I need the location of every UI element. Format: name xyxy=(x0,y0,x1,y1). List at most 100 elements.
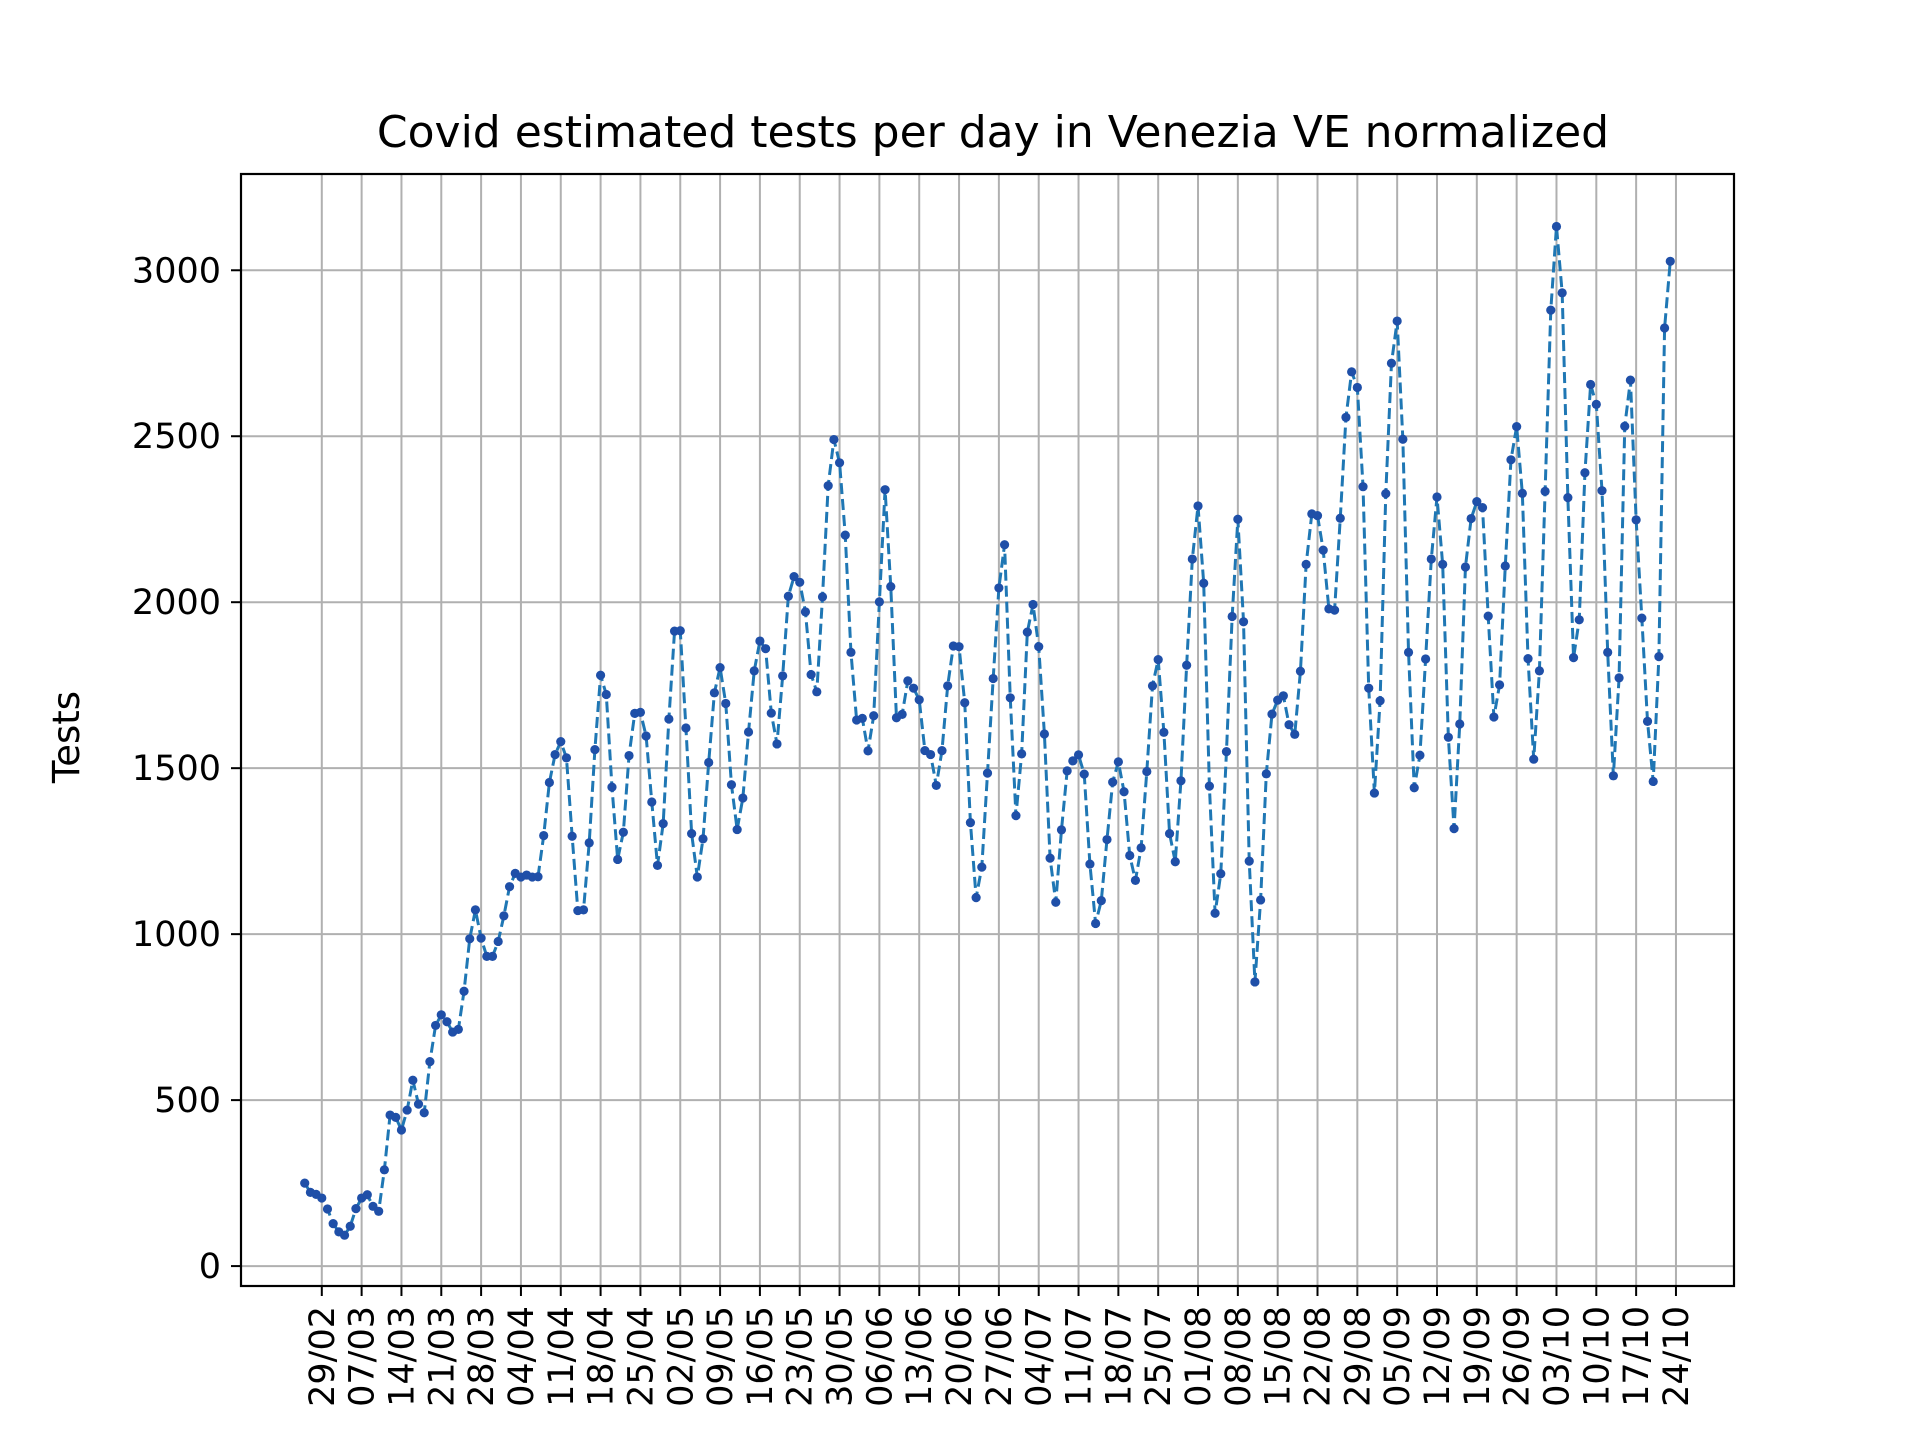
data-point xyxy=(715,663,725,673)
data-point xyxy=(1409,783,1419,793)
data-point xyxy=(1130,875,1141,885)
x-tick-label: 21/03 xyxy=(422,1306,462,1407)
data-point xyxy=(1477,503,1488,513)
data-point xyxy=(504,882,515,892)
x-tick-label: 24/10 xyxy=(1657,1306,1697,1407)
data-point xyxy=(880,485,890,495)
data-point xyxy=(618,827,628,837)
data-point xyxy=(1170,857,1180,867)
data-point xyxy=(1421,654,1431,664)
x-tick-label: 20/06 xyxy=(940,1306,980,1407)
data-point xyxy=(755,636,765,646)
data-point xyxy=(874,597,884,607)
data-point xyxy=(908,683,919,693)
data-point xyxy=(539,830,549,841)
x-tick-label: 30/05 xyxy=(821,1306,861,1407)
data-point xyxy=(1580,468,1590,478)
data-point xyxy=(1432,492,1442,502)
data-point xyxy=(1631,515,1641,525)
data-point xyxy=(408,1075,418,1085)
data-point xyxy=(1164,828,1175,839)
data-point xyxy=(533,872,543,882)
data-point xyxy=(931,780,941,791)
data-point xyxy=(846,647,856,657)
data-point xyxy=(1460,562,1471,572)
data-point xyxy=(869,711,879,721)
data-point xyxy=(1392,316,1402,326)
data-point xyxy=(476,933,486,943)
data-point xyxy=(1210,908,1220,918)
data-point xyxy=(1193,501,1203,511)
data-point xyxy=(584,838,594,848)
data-point xyxy=(1068,756,1078,766)
x-tick-label: 25/04 xyxy=(621,1306,661,1407)
data-point xyxy=(1267,709,1277,719)
data-point xyxy=(1073,750,1084,760)
x-tick-label: 10/10 xyxy=(1577,1306,1617,1407)
data-point xyxy=(465,934,475,944)
data-point xyxy=(823,481,833,491)
data-point xyxy=(732,824,742,835)
data-point xyxy=(1142,766,1152,777)
data-point xyxy=(374,1206,384,1216)
data-point xyxy=(1244,856,1254,866)
data-point xyxy=(1455,719,1465,729)
data-point xyxy=(1119,787,1129,797)
data-point xyxy=(692,872,702,882)
x-tick-label: 17/10 xyxy=(1617,1306,1657,1407)
x-tick-label: 05/09 xyxy=(1378,1306,1418,1407)
data-point xyxy=(817,592,828,602)
data-point xyxy=(561,753,572,763)
x-tick-label: 18/04 xyxy=(582,1306,622,1407)
data-point xyxy=(1466,513,1476,524)
data-point xyxy=(965,818,976,828)
data-point xyxy=(624,750,634,761)
data-point xyxy=(1256,895,1266,905)
data-point xyxy=(1079,769,1089,779)
data-point xyxy=(487,951,498,961)
data-point xyxy=(430,1020,441,1031)
data-point xyxy=(613,854,623,865)
data-point xyxy=(1085,859,1095,869)
data-point xyxy=(1608,771,1618,781)
data-point xyxy=(1329,605,1340,615)
x-tick-label: 09/05 xyxy=(701,1306,741,1407)
data-point xyxy=(1620,421,1630,431)
data-point xyxy=(550,749,560,760)
x-tick-label: 01/08 xyxy=(1179,1306,1219,1407)
data-point xyxy=(1102,834,1112,845)
data-point xyxy=(698,834,708,844)
data-point xyxy=(795,577,805,587)
data-point xyxy=(1238,617,1249,627)
data-point xyxy=(749,666,759,676)
data-point xyxy=(1125,850,1135,861)
data-point xyxy=(1056,825,1067,835)
data-point xyxy=(1187,554,1197,564)
data-point xyxy=(1449,823,1459,834)
x-tick-label: 29/02 xyxy=(303,1306,343,1407)
data-point xyxy=(339,1230,350,1240)
data-point xyxy=(1261,769,1271,779)
data-point xyxy=(1335,513,1345,523)
data-point xyxy=(544,777,554,788)
data-point xyxy=(1204,781,1214,791)
data-point xyxy=(1318,545,1328,555)
data-point xyxy=(772,739,782,749)
y-axis: 0 500 1000 1500 2000 2500 3000 xyxy=(132,251,241,1287)
data-point xyxy=(1301,559,1311,569)
data-point xyxy=(738,793,748,803)
data-point xyxy=(1381,489,1391,499)
data-point xyxy=(1341,412,1351,422)
data-point xyxy=(1062,766,1072,776)
data-point xyxy=(926,749,936,760)
y-tick-label: 1500 xyxy=(132,749,221,789)
data-point xyxy=(994,583,1004,593)
data-point xyxy=(345,1221,355,1231)
data-point xyxy=(1295,666,1306,676)
data-point xyxy=(1506,455,1516,465)
x-tick-label: 16/05 xyxy=(741,1306,781,1407)
data-point xyxy=(1386,358,1397,368)
x-tick-label: 19/09 xyxy=(1458,1306,1498,1407)
data-point xyxy=(1534,666,1545,676)
